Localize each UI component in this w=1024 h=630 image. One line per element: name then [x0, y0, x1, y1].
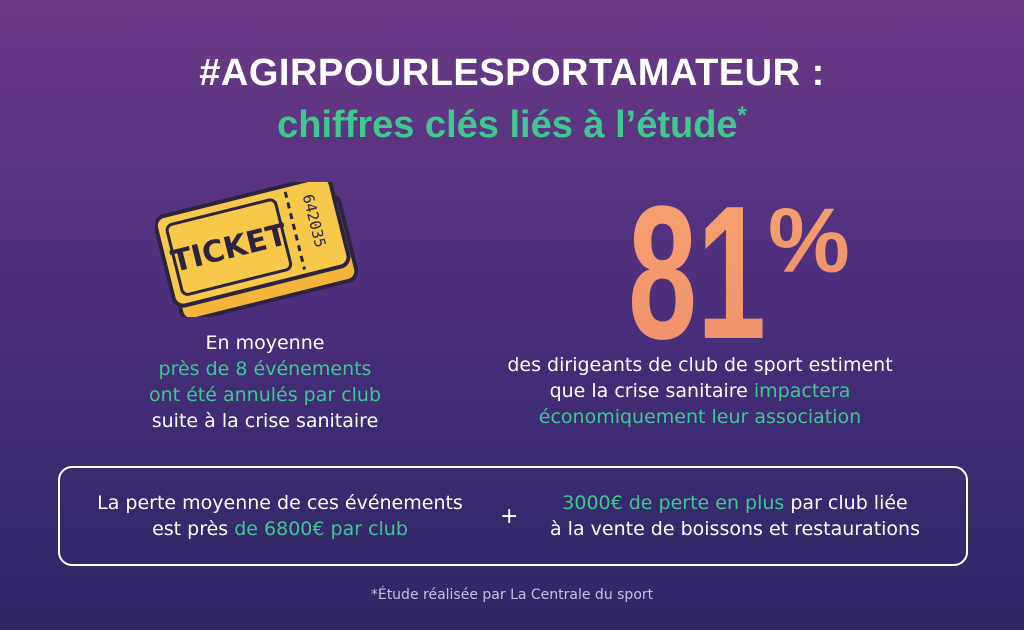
right-stat-line-3: économiquement leur association	[538, 406, 862, 428]
ticket-icon: TICKET 642035	[155, 182, 359, 317]
footnote: *Étude réalisée par La Centrale du sport	[370, 587, 654, 603]
plus-sign: +	[500, 504, 519, 529]
page-subtitle: chiffres clés liés à l’étude*	[0, 102, 1024, 147]
summary-right-line-1-text: par club liée	[784, 492, 908, 514]
big-percentage: 81 %	[628, 180, 850, 350]
summary-right-line-2: à la vente de boissons et restaurations	[550, 518, 920, 540]
right-stat: des dirigeants de club de sport estiment…	[470, 352, 930, 430]
summary-box: La perte moyenne de ces événements est p…	[58, 466, 968, 566]
left-stat-line-2: près de 8 événements	[158, 358, 372, 380]
big-percentage-unit: %	[768, 190, 850, 292]
right-stat-line-2-highlight: impactera	[753, 380, 851, 402]
summary-left-line-1: La perte moyenne de ces événements	[97, 492, 463, 514]
right-stat-line-2-text: que la crise sanitaire	[549, 380, 754, 402]
right-stat-line-1: des dirigeants de club de sport estiment	[507, 354, 893, 376]
page-title: #AGIRPOURLESPORTAMATEUR :	[199, 52, 825, 94]
big-percentage-value: 81	[628, 180, 766, 350]
summary-right-line-1-highlight: 3000€ de perte en plus	[562, 492, 785, 514]
summary-left: La perte moyenne de ces événements est p…	[80, 490, 480, 542]
left-stat-line-4: suite à la crise sanitaire	[151, 410, 379, 432]
subtitle-footnote-mark: *	[737, 102, 747, 129]
summary-right: 3000€ de perte en plus par club liée à l…	[530, 490, 940, 542]
summary-right-line-1: 3000€ de perte en plus par club liée	[530, 490, 940, 516]
left-stat-line-3: ont été annulés par club	[148, 384, 382, 406]
right-stat-line-2: que la crise sanitaire impactera	[470, 378, 930, 404]
summary-left-line-2: est près de 6800€ par club	[80, 516, 480, 542]
left-stat-line-1: En moyenne	[205, 332, 325, 354]
summary-left-line-2-text: est près	[152, 518, 235, 540]
left-stat: En moyenne près de 8 événements ont été …	[100, 330, 430, 434]
summary-left-line-2-highlight: de 6800€ par club	[234, 518, 408, 540]
subtitle-text: chiffres clés liés à l’étude	[277, 104, 738, 146]
